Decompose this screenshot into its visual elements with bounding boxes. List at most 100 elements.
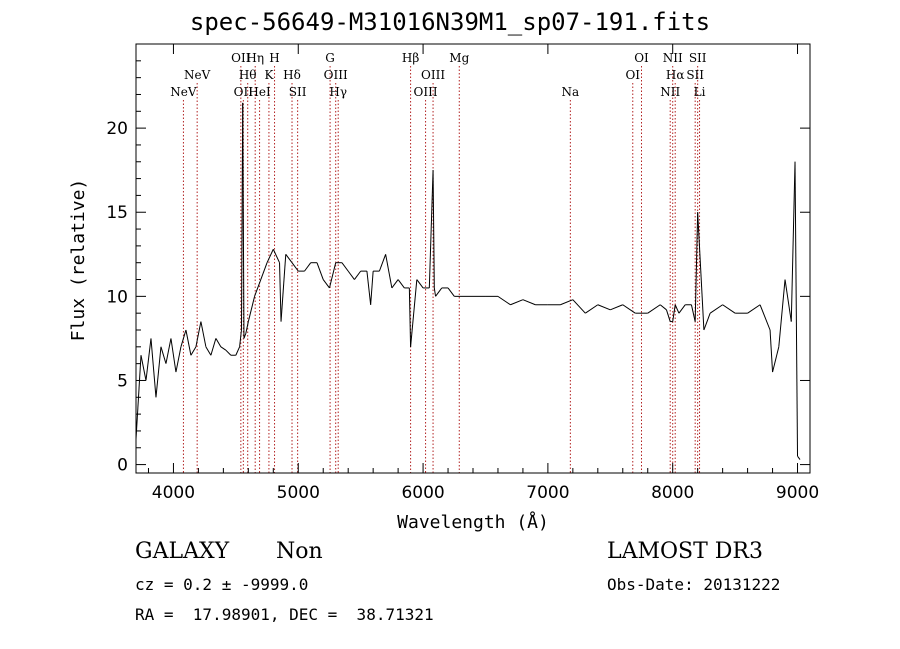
line-label-21: NII xyxy=(660,85,680,99)
spectrum-segment-58 xyxy=(428,170,434,288)
y-tick-label-0: 0 xyxy=(117,456,128,476)
spectrum-segment-33 xyxy=(285,253,293,264)
line-label-9: Hδ xyxy=(283,68,301,82)
spectrum-segment-13 xyxy=(200,321,207,347)
spectrum-segment-52 xyxy=(397,279,405,289)
line-label-12: OIII xyxy=(324,68,348,82)
spectrum-segment-29 xyxy=(266,249,274,263)
spectrum-segment-12 xyxy=(195,321,202,347)
spectrum-segment-92 xyxy=(709,304,723,314)
spectrum-segment-34 xyxy=(291,262,299,272)
spectrum-segment-88 xyxy=(690,304,696,322)
spectrum-segment-40 xyxy=(328,262,337,289)
spectrum-segment-95 xyxy=(747,304,761,314)
spectrum-segment-73 xyxy=(560,299,574,306)
spectrum-layer xyxy=(135,102,801,460)
spectrum-segment-74 xyxy=(572,299,586,314)
spectrum-segment-24 xyxy=(243,333,247,339)
plot-frame xyxy=(135,43,811,474)
spectrum-segment-27 xyxy=(254,279,262,297)
line-label-0: NeV xyxy=(170,85,197,99)
spectrum-segment-54 xyxy=(408,287,412,347)
x-tick-label-4: 8000 xyxy=(651,483,694,503)
line-label-14: Hβ xyxy=(402,51,419,65)
spectrum-segment-91 xyxy=(703,313,711,331)
spectrum-segment-93 xyxy=(722,304,736,314)
spectrum-segment-30 xyxy=(272,249,280,263)
line-label-7: K xyxy=(264,68,274,82)
spectrum-segment-63 xyxy=(447,287,455,297)
spectrum-segment-78 xyxy=(622,304,636,314)
spectrum-segment-84 xyxy=(672,304,676,322)
x-tick-label-1: 5000 xyxy=(277,483,320,503)
line-label-5: Hη xyxy=(246,51,264,65)
spectrum-segment-103 xyxy=(797,455,801,460)
spectrum-segment-49 xyxy=(378,254,387,272)
spectrum-segment-100 xyxy=(784,279,792,322)
y-tick-label-1: 5 xyxy=(117,371,128,391)
spectrum-segment-50 xyxy=(385,254,393,289)
line-label-6: HeI xyxy=(248,85,271,99)
line-label-11: G xyxy=(325,51,335,65)
spectrum-segment-6 xyxy=(165,338,172,364)
spectrum-segment-98 xyxy=(772,346,780,373)
spectrum-segment-59 xyxy=(432,170,435,288)
spectrum-segment-86 xyxy=(678,304,686,314)
spectrum-segment-81 xyxy=(659,304,667,311)
spectrum-segment-28 xyxy=(260,262,268,280)
spectrum-segment-76 xyxy=(597,304,611,311)
spectrum-segment-8 xyxy=(175,346,182,373)
spectrum-segment-75 xyxy=(585,304,599,314)
line-label-15: OIII xyxy=(414,85,438,99)
spectrum-segment-38 xyxy=(316,262,324,280)
spectrum-segment-17 xyxy=(220,346,227,351)
y-tick-label-4: 20 xyxy=(106,119,128,139)
spectrum-segment-10 xyxy=(185,329,192,356)
spectrum-segment-20 xyxy=(235,346,241,356)
spectrum-segment-4 xyxy=(155,346,162,398)
spectrum-segment-47 xyxy=(370,271,374,305)
line-label-25: SII xyxy=(689,51,707,65)
chart-title: spec-56649-M31016N39M1_sp07-191.fits xyxy=(189,8,711,36)
spectrum-segment-7 xyxy=(170,338,177,373)
spectrum-segment-60 xyxy=(433,287,437,297)
line-label-10: SII xyxy=(289,85,307,99)
spectrum-segment-102 xyxy=(794,161,799,457)
spectrum-segment-11 xyxy=(190,346,197,356)
spectrum-segment-55 xyxy=(410,279,418,347)
spectrum-segment-25 xyxy=(245,321,249,334)
spectrum-segment-21 xyxy=(239,329,242,347)
spectrum-segment-96 xyxy=(759,304,771,331)
spectrum-segment-32 xyxy=(280,254,287,322)
y-axis: 0 5 10 15 20 xyxy=(106,60,810,476)
line-label-13: Hγ xyxy=(329,85,347,99)
spectrum-segment-42 xyxy=(341,262,349,272)
coordinates: RA = 17.98901, DEC = 38.71321 xyxy=(135,605,434,624)
line-label-16: OIII xyxy=(421,68,445,82)
line-label-3: OII xyxy=(234,85,254,99)
spectrum-segment-23 xyxy=(242,102,245,339)
spectrum-segment-31 xyxy=(279,262,282,322)
spectrum-segment-77 xyxy=(610,304,623,311)
x-tick-label-0: 4000 xyxy=(152,483,195,503)
spectrum-segment-70 xyxy=(522,299,536,306)
spectrum-segment-97 xyxy=(769,329,774,373)
spectrum-segment-69 xyxy=(510,299,524,306)
y-axis-label: Flux (relative) xyxy=(68,179,89,342)
spectrum-segment-18 xyxy=(225,349,232,356)
spectrum-segment-2 xyxy=(145,338,152,381)
y-tick-label-3: 15 xyxy=(106,203,128,223)
line-label-19: OI xyxy=(625,68,640,82)
spectrum-segment-26 xyxy=(247,296,256,322)
spectrum-segment-80 xyxy=(647,304,661,314)
survey-name: LAMOST DR3 xyxy=(607,539,763,564)
line-label-24: SII xyxy=(686,68,704,82)
object-class: GALAXY xyxy=(135,539,230,564)
spectrum-segment-1 xyxy=(140,355,147,381)
spectrum-segment-46 xyxy=(366,271,372,305)
spectrum-segment-14 xyxy=(205,346,212,356)
line-label-1: NeV xyxy=(184,68,211,82)
observation-date: Obs-Date: 20131222 xyxy=(607,575,781,594)
line-label-18: Na xyxy=(562,85,580,99)
